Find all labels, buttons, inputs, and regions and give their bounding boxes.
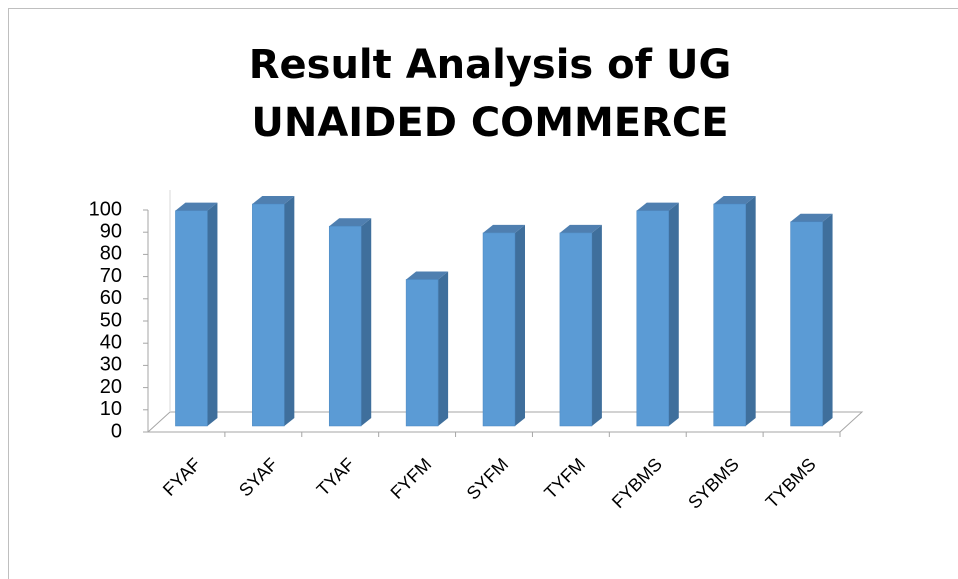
bar-top <box>636 202 679 211</box>
x-tick-label: SYAF <box>235 454 281 500</box>
bar <box>328 225 362 427</box>
x-tick-label: FYAF <box>159 454 205 500</box>
bar <box>636 210 670 427</box>
y-tick-label: 80 <box>100 243 122 265</box>
bar <box>252 203 285 427</box>
x-tick-label: TYBMS <box>762 454 820 512</box>
bar-top <box>483 224 525 233</box>
bar-top <box>329 218 372 227</box>
bar-top <box>406 271 449 280</box>
bar <box>482 232 516 427</box>
y-tick-label: 90 <box>100 220 122 242</box>
x-tick-label: TYFM <box>540 454 589 503</box>
bar <box>559 232 593 427</box>
bar-top <box>713 196 756 204</box>
x-tick-label: SYFM <box>463 454 513 504</box>
bar-side <box>361 218 372 426</box>
y-tick-label: 60 <box>100 287 122 309</box>
y-tick-label: 20 <box>100 376 122 398</box>
y-tick-label: 30 <box>100 354 122 376</box>
y-tick-label: 70 <box>100 265 122 287</box>
bar-side <box>438 271 449 426</box>
y-tick-label: 40 <box>100 331 122 353</box>
x-tick-label: FYFM <box>387 454 436 503</box>
y-tick-label: 0 <box>111 420 122 442</box>
bar <box>713 203 746 427</box>
bar-side <box>284 196 295 426</box>
bar-top <box>252 196 295 204</box>
chart-title: Result Analysis of UG UNAIDED COMMERCE <box>248 42 732 146</box>
bar-top <box>790 213 833 222</box>
x-tick-label: SYBMS <box>684 454 743 513</box>
bar-side <box>591 224 602 426</box>
bar-top <box>175 202 218 211</box>
y-tick-label: 100 <box>89 198 122 220</box>
y-tick-label: 10 <box>100 398 122 420</box>
bar <box>790 221 823 427</box>
chart-border <box>8 8 958 579</box>
bar-top <box>559 224 602 233</box>
bar-side <box>207 202 218 426</box>
x-tick-label: TYAF <box>313 454 359 500</box>
bar-side <box>668 202 679 426</box>
bar-side <box>822 213 833 426</box>
bar-side <box>745 196 756 426</box>
y-tick-label: 50 <box>100 309 122 331</box>
bar <box>405 279 439 427</box>
x-tick-label: FYBMS <box>608 454 666 512</box>
bar-side <box>515 224 525 426</box>
bar <box>175 210 208 427</box>
